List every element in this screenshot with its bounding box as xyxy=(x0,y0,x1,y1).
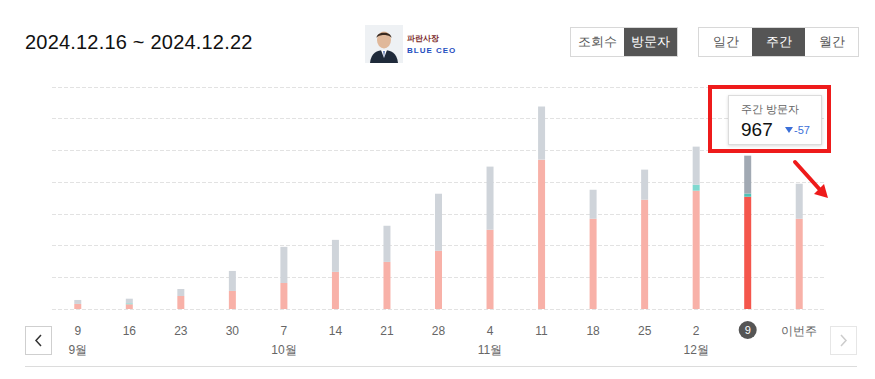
svg-text:28: 28 xyxy=(432,324,446,338)
svg-text:16: 16 xyxy=(123,324,137,338)
svg-text:9: 9 xyxy=(74,324,81,338)
svg-text:18: 18 xyxy=(586,324,600,338)
svg-text:11월: 11월 xyxy=(478,343,502,357)
svg-text:21: 21 xyxy=(380,324,394,338)
svg-text:이번주: 이번주 xyxy=(781,324,817,338)
html-text:주간: 주간 xyxy=(765,34,792,49)
svg-text:30: 30 xyxy=(226,324,240,338)
html-text:BLUE CEO: BLUE CEO xyxy=(407,46,457,55)
svg-text:14: 14 xyxy=(329,324,343,338)
svg-text:9월: 9월 xyxy=(68,343,87,357)
svg-text:12월: 12월 xyxy=(683,343,708,357)
html-text:주간 방문자: 주간 방문자 xyxy=(741,103,800,115)
svg-text:23: 23 xyxy=(174,324,188,338)
svg-text:11: 11 xyxy=(535,324,548,338)
html-text:조회수: 조회수 xyxy=(578,34,617,49)
html-text:967: 967 xyxy=(741,119,773,140)
html-text:방문자: 방문자 xyxy=(631,34,670,49)
html-text:파란사장: 파란사장 xyxy=(407,34,439,43)
html-text:-57: -57 xyxy=(794,124,810,136)
svg-text:4: 4 xyxy=(487,324,494,338)
html-text:월간: 월간 xyxy=(818,34,845,49)
svg-text:25: 25 xyxy=(638,324,652,338)
html-text:2024.12.16 ~ 2024.12.22: 2024.12.16 ~ 2024.12.22 xyxy=(25,31,253,53)
svg-text:2: 2 xyxy=(693,324,700,338)
html-text:일간: 일간 xyxy=(712,34,739,49)
svg-text:10월: 10월 xyxy=(271,343,296,357)
svg-text:7: 7 xyxy=(281,324,288,338)
svg-text:9: 9 xyxy=(745,324,751,336)
